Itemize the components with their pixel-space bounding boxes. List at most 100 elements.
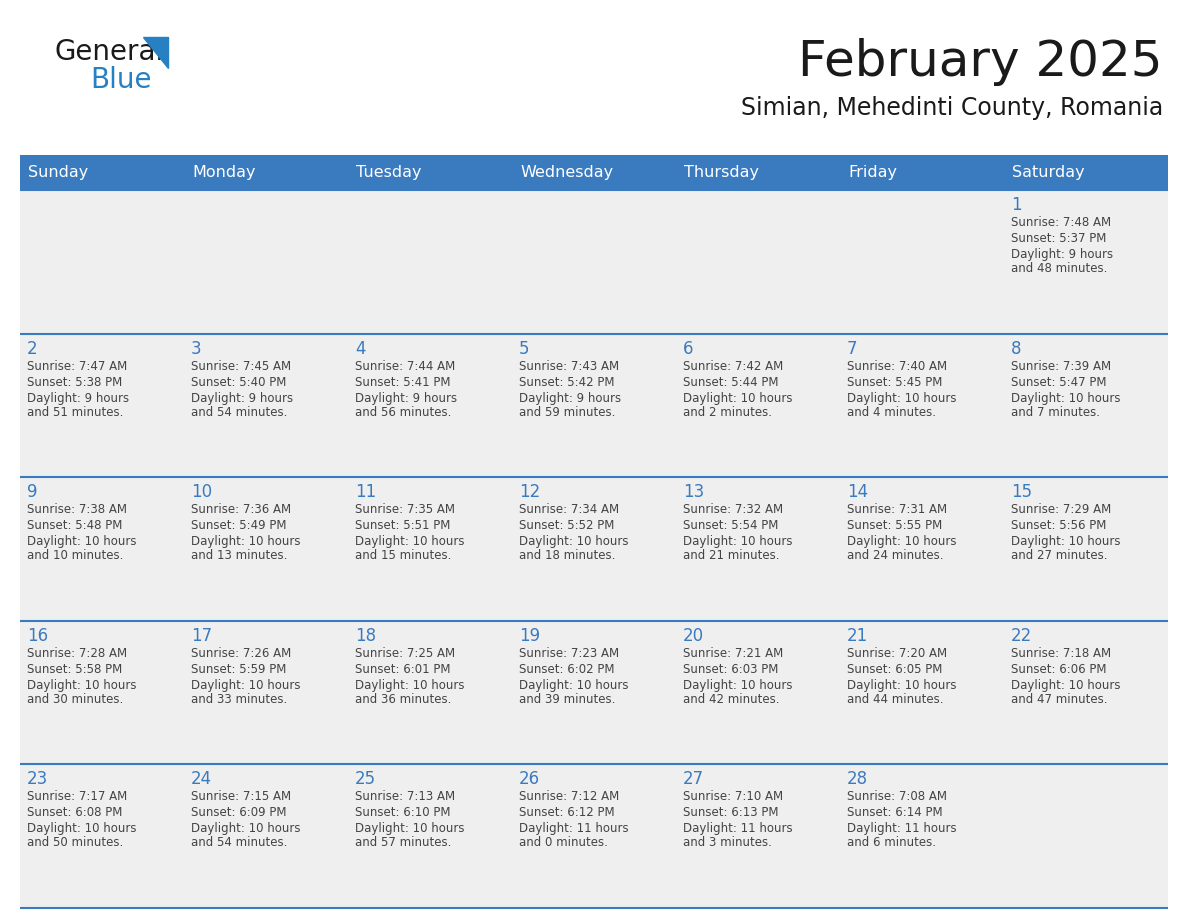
Text: and 56 minutes.: and 56 minutes. (355, 406, 451, 419)
Bar (1004, 155, 1168, 190)
Text: 9: 9 (27, 483, 38, 501)
Text: Sunrise: 7:38 AM: Sunrise: 7:38 AM (27, 503, 127, 516)
Text: Daylight: 10 hours: Daylight: 10 hours (847, 535, 956, 548)
Text: and 4 minutes.: and 4 minutes. (847, 406, 936, 419)
Text: and 54 minutes.: and 54 minutes. (191, 406, 287, 419)
Text: and 42 minutes.: and 42 minutes. (683, 693, 779, 706)
Text: 1: 1 (1011, 196, 1022, 214)
Text: and 50 minutes.: and 50 minutes. (27, 836, 124, 849)
Text: Sunrise: 7:26 AM: Sunrise: 7:26 AM (191, 647, 291, 660)
Text: Daylight: 10 hours: Daylight: 10 hours (683, 678, 792, 692)
Text: Thursday: Thursday (684, 165, 759, 180)
Text: 7: 7 (847, 340, 858, 358)
Text: Daylight: 11 hours: Daylight: 11 hours (519, 823, 628, 835)
Text: and 24 minutes.: and 24 minutes. (847, 549, 943, 562)
Text: Sunset: 5:56 PM: Sunset: 5:56 PM (1011, 520, 1106, 532)
Text: Daylight: 10 hours: Daylight: 10 hours (191, 535, 301, 548)
Text: Sunrise: 7:31 AM: Sunrise: 7:31 AM (847, 503, 947, 516)
Text: Daylight: 10 hours: Daylight: 10 hours (683, 392, 792, 405)
Text: Sunrise: 7:08 AM: Sunrise: 7:08 AM (847, 790, 947, 803)
Text: Sunset: 6:10 PM: Sunset: 6:10 PM (355, 806, 450, 820)
Text: 5: 5 (519, 340, 530, 358)
Text: and 18 minutes.: and 18 minutes. (519, 549, 615, 562)
Text: General: General (55, 38, 164, 66)
Text: Sunrise: 7:40 AM: Sunrise: 7:40 AM (847, 360, 947, 373)
Text: and 6 minutes.: and 6 minutes. (847, 836, 936, 849)
Text: Daylight: 10 hours: Daylight: 10 hours (519, 535, 628, 548)
Text: Daylight: 10 hours: Daylight: 10 hours (1011, 535, 1120, 548)
Text: Daylight: 10 hours: Daylight: 10 hours (355, 678, 465, 692)
Text: Daylight: 9 hours: Daylight: 9 hours (191, 392, 293, 405)
Text: Sunset: 6:13 PM: Sunset: 6:13 PM (683, 806, 778, 820)
Text: Simian, Mehedinti County, Romania: Simian, Mehedinti County, Romania (741, 96, 1163, 120)
Text: and 51 minutes.: and 51 minutes. (27, 406, 124, 419)
Text: and 10 minutes.: and 10 minutes. (27, 549, 124, 562)
Text: Sunrise: 7:25 AM: Sunrise: 7:25 AM (355, 647, 455, 660)
Text: Sunrise: 7:43 AM: Sunrise: 7:43 AM (519, 360, 619, 373)
Text: and 33 minutes.: and 33 minutes. (191, 693, 287, 706)
Text: Sunrise: 7:29 AM: Sunrise: 7:29 AM (1011, 503, 1111, 516)
Text: 15: 15 (1011, 483, 1032, 501)
Text: 18: 18 (355, 627, 377, 644)
Text: Daylight: 11 hours: Daylight: 11 hours (847, 823, 956, 835)
Text: Daylight: 10 hours: Daylight: 10 hours (27, 823, 137, 835)
Text: Sunset: 5:58 PM: Sunset: 5:58 PM (27, 663, 122, 676)
Text: Blue: Blue (90, 66, 152, 94)
Text: Sunrise: 7:18 AM: Sunrise: 7:18 AM (1011, 647, 1111, 660)
Text: Tuesday: Tuesday (356, 165, 422, 180)
Text: and 13 minutes.: and 13 minutes. (191, 549, 287, 562)
Text: Sunrise: 7:35 AM: Sunrise: 7:35 AM (355, 503, 455, 516)
Text: Sunset: 5:44 PM: Sunset: 5:44 PM (683, 375, 778, 388)
Text: Sunset: 6:12 PM: Sunset: 6:12 PM (519, 806, 614, 820)
Bar (20, 621, 1168, 765)
Text: Sunrise: 7:13 AM: Sunrise: 7:13 AM (355, 790, 455, 803)
Text: Sunset: 5:51 PM: Sunset: 5:51 PM (355, 520, 450, 532)
Text: 12: 12 (519, 483, 541, 501)
Text: and 7 minutes.: and 7 minutes. (1011, 406, 1100, 419)
Text: Daylight: 9 hours: Daylight: 9 hours (27, 392, 129, 405)
Text: Daylight: 10 hours: Daylight: 10 hours (27, 535, 137, 548)
Bar (348, 155, 512, 190)
Text: Sunset: 5:52 PM: Sunset: 5:52 PM (519, 520, 614, 532)
Text: Sunset: 5:54 PM: Sunset: 5:54 PM (683, 520, 778, 532)
Text: and 3 minutes.: and 3 minutes. (683, 836, 772, 849)
Bar (20, 477, 1168, 621)
Text: Sunset: 5:42 PM: Sunset: 5:42 PM (519, 375, 614, 388)
Text: Sunrise: 7:28 AM: Sunrise: 7:28 AM (27, 647, 127, 660)
Text: and 44 minutes.: and 44 minutes. (847, 693, 943, 706)
Text: Sunset: 5:48 PM: Sunset: 5:48 PM (27, 520, 122, 532)
Text: Daylight: 10 hours: Daylight: 10 hours (191, 823, 301, 835)
Text: and 48 minutes.: and 48 minutes. (1011, 262, 1107, 275)
Text: Daylight: 10 hours: Daylight: 10 hours (683, 535, 792, 548)
Polygon shape (143, 37, 168, 68)
Text: Sunrise: 7:23 AM: Sunrise: 7:23 AM (519, 647, 619, 660)
Text: Sunset: 5:49 PM: Sunset: 5:49 PM (191, 520, 286, 532)
Text: 26: 26 (519, 770, 541, 789)
Text: 25: 25 (355, 770, 377, 789)
Text: and 15 minutes.: and 15 minutes. (355, 549, 451, 562)
Text: Friday: Friday (848, 165, 897, 180)
Text: 16: 16 (27, 627, 49, 644)
Text: Monday: Monday (192, 165, 255, 180)
Text: and 27 minutes.: and 27 minutes. (1011, 549, 1107, 562)
Text: Sunrise: 7:12 AM: Sunrise: 7:12 AM (519, 790, 619, 803)
Text: Daylight: 9 hours: Daylight: 9 hours (1011, 248, 1113, 261)
Text: 13: 13 (683, 483, 704, 501)
Text: Sunset: 6:01 PM: Sunset: 6:01 PM (355, 663, 450, 676)
Bar (676, 155, 840, 190)
Text: Daylight: 10 hours: Daylight: 10 hours (519, 678, 628, 692)
Bar (512, 155, 676, 190)
Text: Sunrise: 7:36 AM: Sunrise: 7:36 AM (191, 503, 291, 516)
Text: Sunset: 6:06 PM: Sunset: 6:06 PM (1011, 663, 1106, 676)
Text: Sunset: 5:55 PM: Sunset: 5:55 PM (847, 520, 942, 532)
Text: Sunset: 5:59 PM: Sunset: 5:59 PM (191, 663, 286, 676)
Text: Sunset: 5:37 PM: Sunset: 5:37 PM (1011, 232, 1106, 245)
Text: Sunset: 5:47 PM: Sunset: 5:47 PM (1011, 375, 1106, 388)
Text: and 47 minutes.: and 47 minutes. (1011, 693, 1107, 706)
Bar (20, 190, 1168, 333)
Text: Sunset: 6:05 PM: Sunset: 6:05 PM (847, 663, 942, 676)
Text: Daylight: 11 hours: Daylight: 11 hours (683, 823, 792, 835)
Text: Sunset: 5:38 PM: Sunset: 5:38 PM (27, 375, 122, 388)
Text: Sunset: 6:09 PM: Sunset: 6:09 PM (191, 806, 286, 820)
Text: Daylight: 10 hours: Daylight: 10 hours (847, 392, 956, 405)
